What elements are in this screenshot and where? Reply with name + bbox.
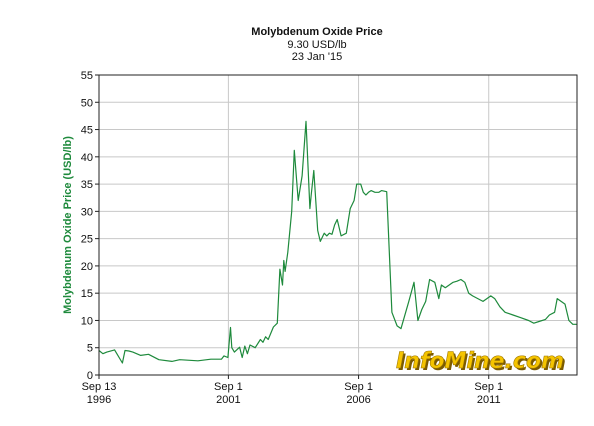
x-tick-label-year: 2001 (216, 394, 240, 406)
grid (99, 75, 577, 375)
x-tick-label: Sep 1 (344, 381, 373, 393)
x-tick-label-year: 1996 (87, 394, 111, 406)
y-tick-label: 35 (81, 179, 93, 191)
y-axis-ticks: 0 5 10 15 20 25 30 35 40 45 50 55 (81, 70, 99, 382)
y-tick-label: 5 (87, 343, 93, 355)
y-tick-label: 20 (81, 261, 93, 273)
x-tick-label-year: 2006 (346, 394, 370, 406)
chart-title: Molybdenum Oxide Price (251, 26, 383, 38)
date-line: 23 Jan '15 (291, 51, 343, 63)
watermark-text: InfoMine.com (396, 349, 564, 374)
watermark-logo: InfoMine.com InfoMine.com (396, 349, 566, 376)
y-tick-label: 40 (81, 152, 93, 164)
plot-frame (98, 74, 578, 376)
price-series-line (98, 120, 577, 364)
title-block: Molybdenum Oxide Price 9.30 USD/lb 23 Ja… (0, 26, 594, 63)
price-line: 9.30 USD/lb (287, 39, 347, 51)
y-tick-label: 30 (81, 206, 93, 218)
watermark-shadow: InfoMine.com (398, 351, 566, 376)
y-tick-label: 45 (81, 125, 93, 137)
y-tick-label: 0 (87, 370, 93, 382)
y-tick-label: 55 (81, 70, 93, 82)
x-tick-label: Sep 1 (474, 381, 503, 393)
y-axis-label: Molybdenum Oxide Price (USD/lb) (62, 136, 74, 314)
series-layer (98, 120, 577, 364)
y-tick-label: 10 (81, 315, 93, 327)
y-tick-label: 15 (81, 288, 93, 300)
y-tick-label: 25 (81, 234, 93, 246)
x-tick-label: Sep 1 (214, 381, 243, 393)
x-tick-label-year: 2011 (477, 394, 501, 406)
x-tick-label: Sep 13 (82, 381, 117, 393)
y-tick-label: 50 (81, 97, 93, 109)
